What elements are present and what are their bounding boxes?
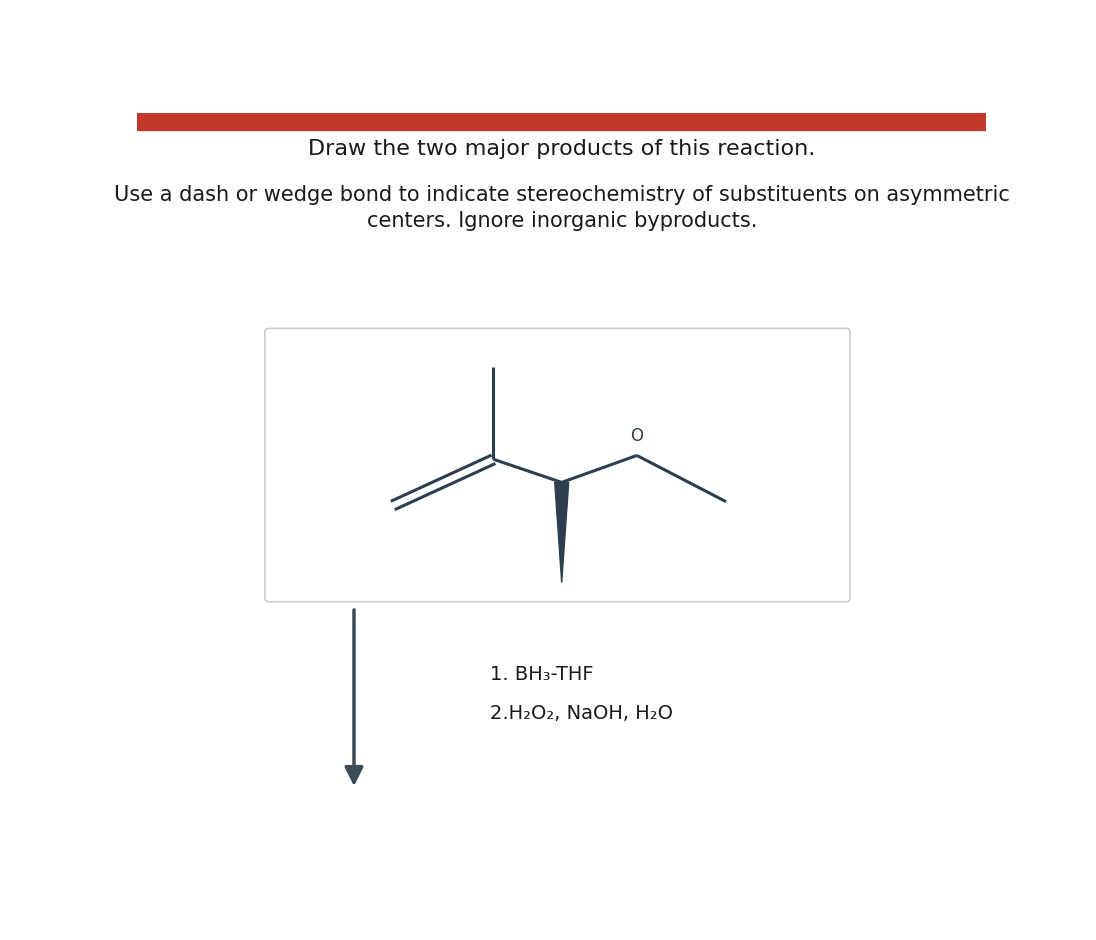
Text: 1. BH₃-THF: 1. BH₃-THF <box>490 666 593 684</box>
Bar <box>137 113 986 130</box>
FancyBboxPatch shape <box>265 328 850 602</box>
Text: centers. Ignore inorganic byproducts.: centers. Ignore inorganic byproducts. <box>366 211 757 230</box>
Text: 2.H₂O₂, NaOH, H₂O: 2.H₂O₂, NaOH, H₂O <box>490 704 673 723</box>
Text: Draw the two major products of this reaction.: Draw the two major products of this reac… <box>308 139 815 159</box>
Text: O: O <box>630 427 643 445</box>
Text: Use a dash or wedge bond to indicate stereochemistry of substituents on asymmetr: Use a dash or wedge bond to indicate ste… <box>114 185 1009 205</box>
Polygon shape <box>555 482 569 583</box>
